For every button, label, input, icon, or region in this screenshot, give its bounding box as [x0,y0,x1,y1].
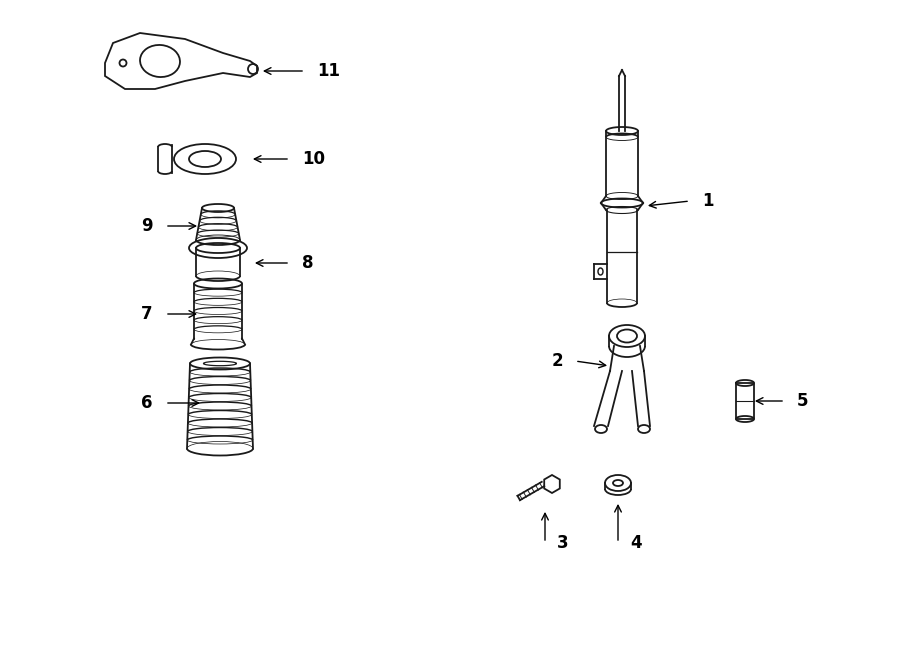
Text: 4: 4 [630,534,642,552]
Text: 8: 8 [302,254,313,272]
Text: 10: 10 [302,150,325,168]
Text: 9: 9 [141,217,153,235]
Text: 7: 7 [141,305,153,323]
Text: 6: 6 [141,394,153,412]
Text: 3: 3 [557,534,569,552]
Text: 5: 5 [797,392,808,410]
Text: 2: 2 [552,352,563,370]
Text: 1: 1 [702,192,714,210]
Text: 11: 11 [317,62,340,80]
